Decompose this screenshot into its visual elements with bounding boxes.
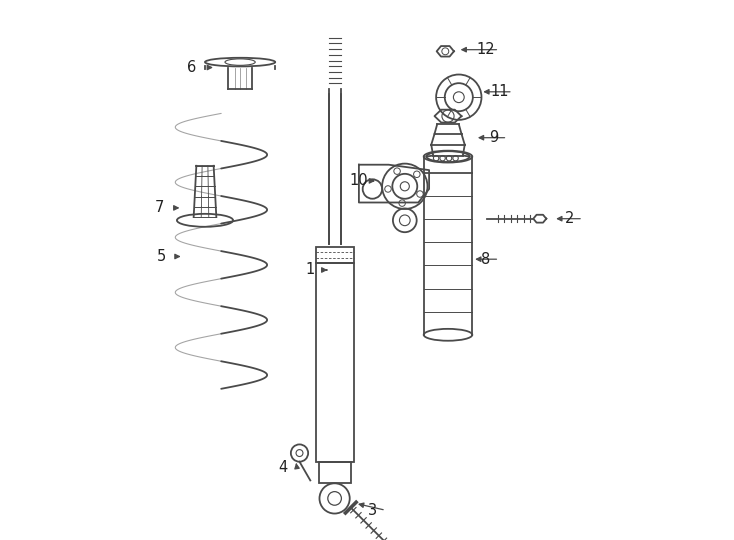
Text: 6: 6 xyxy=(187,60,196,75)
Text: 5: 5 xyxy=(157,249,167,264)
Text: 12: 12 xyxy=(476,42,495,57)
Text: 8: 8 xyxy=(482,252,490,267)
Text: 7: 7 xyxy=(154,200,164,215)
Text: 4: 4 xyxy=(279,460,288,475)
Text: 10: 10 xyxy=(349,173,368,188)
Text: 1: 1 xyxy=(305,262,315,278)
Bar xyxy=(316,264,354,462)
Text: 2: 2 xyxy=(564,211,574,226)
Text: 3: 3 xyxy=(368,503,377,518)
Text: 9: 9 xyxy=(490,130,498,145)
Bar xyxy=(319,462,351,483)
Text: 11: 11 xyxy=(490,84,509,99)
Bar xyxy=(316,247,354,264)
